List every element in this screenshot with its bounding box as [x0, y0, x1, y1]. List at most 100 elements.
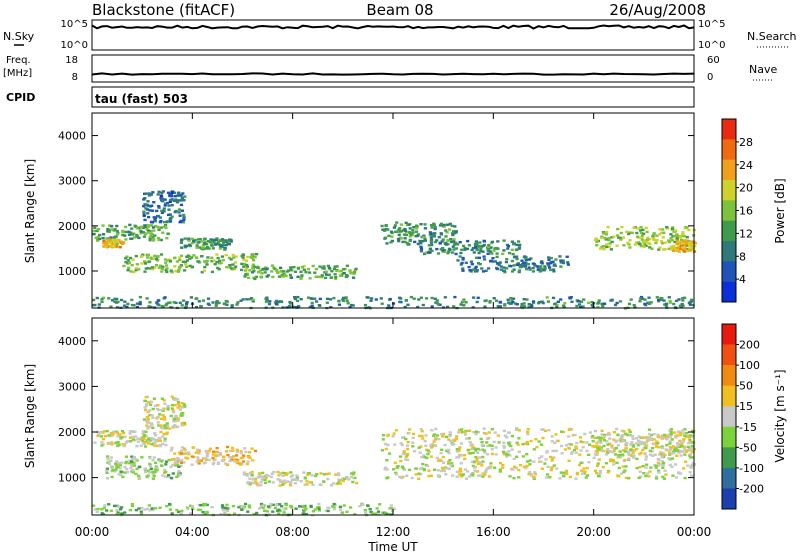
scatter-cell	[422, 454, 426, 457]
scatter-cell	[295, 478, 300, 482]
scatter-cell	[115, 242, 119, 245]
scatter-cell	[130, 460, 134, 463]
scatter-cell	[591, 434, 595, 438]
scatter-cell	[130, 503, 134, 506]
scatter-cell	[224, 243, 228, 247]
scatter-cell	[642, 232, 646, 235]
scatter-cell	[144, 192, 148, 195]
scatter-cell	[423, 439, 427, 443]
scatter-cell	[630, 231, 634, 234]
scatter-cell	[325, 472, 329, 476]
scatter-cell	[145, 439, 149, 442]
scatter-cell	[160, 267, 164, 270]
scatter-cell	[180, 239, 184, 242]
scatter-cell	[526, 430, 530, 434]
scatter-cell	[284, 473, 288, 476]
scatter-cell	[145, 227, 149, 231]
scatter-cell	[299, 480, 303, 483]
colorbar-tick-label: 15	[739, 400, 753, 413]
scatter-cell	[231, 263, 235, 266]
scatter-cell	[670, 438, 674, 441]
scatter-cell	[593, 469, 597, 472]
scatter-cell	[200, 271, 204, 274]
scatter-cell	[151, 226, 156, 229]
scatter-cell	[208, 447, 212, 450]
scatter-cell	[375, 507, 379, 510]
scatter-cell	[574, 477, 578, 480]
scatter-cell	[485, 437, 490, 440]
scatter-cell	[183, 244, 187, 248]
scatter-cell	[351, 480, 355, 484]
scatter-cell	[660, 456, 664, 459]
scatter-cell	[657, 458, 661, 462]
scatter-cell	[199, 504, 203, 507]
scatter-cell	[205, 455, 209, 458]
scatter-cell	[225, 303, 229, 306]
scatter-cell	[92, 229, 96, 233]
scatter-cell	[550, 459, 554, 462]
scatter-cell	[165, 237, 169, 240]
scatter-cell	[153, 224, 158, 228]
scatter-cell	[675, 237, 680, 240]
scatter-cell	[523, 255, 527, 258]
scatter-cell	[448, 431, 452, 434]
scatter-cell	[322, 265, 326, 268]
scatter-cell	[145, 475, 149, 478]
scatter-cell	[178, 473, 182, 476]
scatter-cell	[568, 297, 572, 300]
scatter-cell	[417, 298, 421, 301]
scatter-cell	[320, 275, 324, 279]
scatter-cell	[683, 449, 687, 452]
scatter-cell	[132, 236, 136, 239]
scatter-cell	[475, 269, 479, 272]
scatter-cell	[460, 431, 464, 434]
scatter-cell	[353, 513, 357, 516]
scatter-cell	[616, 227, 620, 231]
scatter-cell	[463, 247, 467, 250]
scatter-cell	[618, 453, 622, 457]
scatter-cell	[135, 302, 139, 305]
scatter-cell	[403, 227, 407, 231]
scatter-cell	[134, 458, 138, 461]
scatter-cell	[130, 263, 134, 267]
scatter-cell	[341, 477, 345, 480]
scatter-cell	[458, 428, 462, 432]
scatter-cell	[685, 239, 690, 242]
scatter-cell	[680, 444, 684, 448]
scatter-cell	[222, 455, 226, 458]
scatter-cell	[578, 453, 582, 456]
scatter-cell	[429, 241, 434, 244]
scatter-cell	[675, 454, 679, 457]
scatter-cell	[655, 234, 659, 237]
scatter-cell	[596, 440, 601, 443]
scatter-cell	[302, 268, 306, 271]
scatter-cell	[150, 414, 154, 417]
scatter-cell	[140, 255, 144, 258]
scatter-cell	[252, 259, 256, 262]
scatter-cell	[602, 444, 606, 448]
scatter-cell	[299, 270, 303, 273]
scatter-cell	[661, 451, 665, 455]
scatter-cell	[669, 233, 673, 236]
scatter-cell	[658, 233, 662, 236]
scatter-cell	[168, 213, 172, 216]
scatter-cell	[514, 248, 518, 252]
scatter-cell	[141, 231, 146, 234]
scatter-cell	[179, 461, 183, 464]
scatter-cell	[433, 232, 437, 235]
scatter-cell	[538, 456, 542, 460]
scatter-cell	[455, 470, 459, 474]
scatter-cell	[488, 300, 492, 303]
scatter-cell	[118, 467, 122, 470]
scatter-cell	[621, 439, 625, 443]
scatter-cell	[679, 247, 683, 250]
scatter-cell	[178, 265, 182, 268]
scatter-cell	[342, 268, 346, 271]
scatter-cell	[401, 452, 405, 456]
scatter-cell	[281, 480, 285, 483]
scatter-cell	[667, 247, 671, 250]
scatter-cell	[524, 442, 528, 445]
scatter-cell	[160, 464, 164, 467]
scatter-cell	[636, 235, 640, 238]
scatter-cell	[690, 446, 694, 449]
